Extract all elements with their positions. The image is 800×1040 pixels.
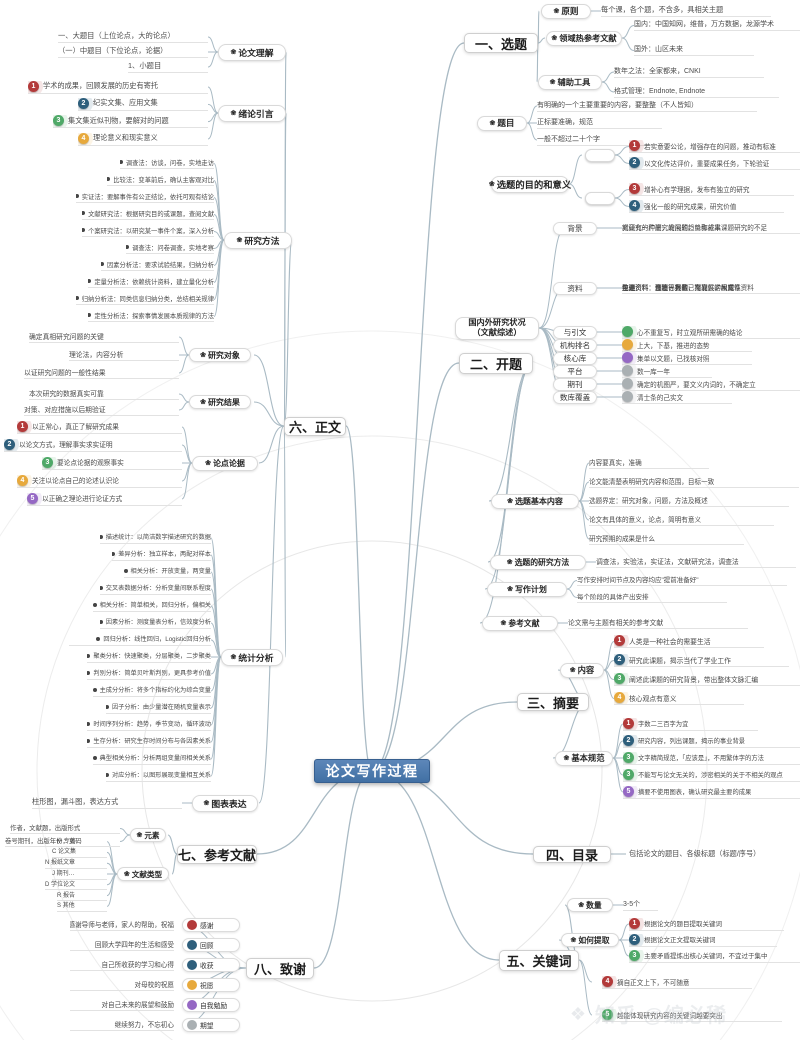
svg-text:❖: ❖ [570, 1004, 586, 1024]
